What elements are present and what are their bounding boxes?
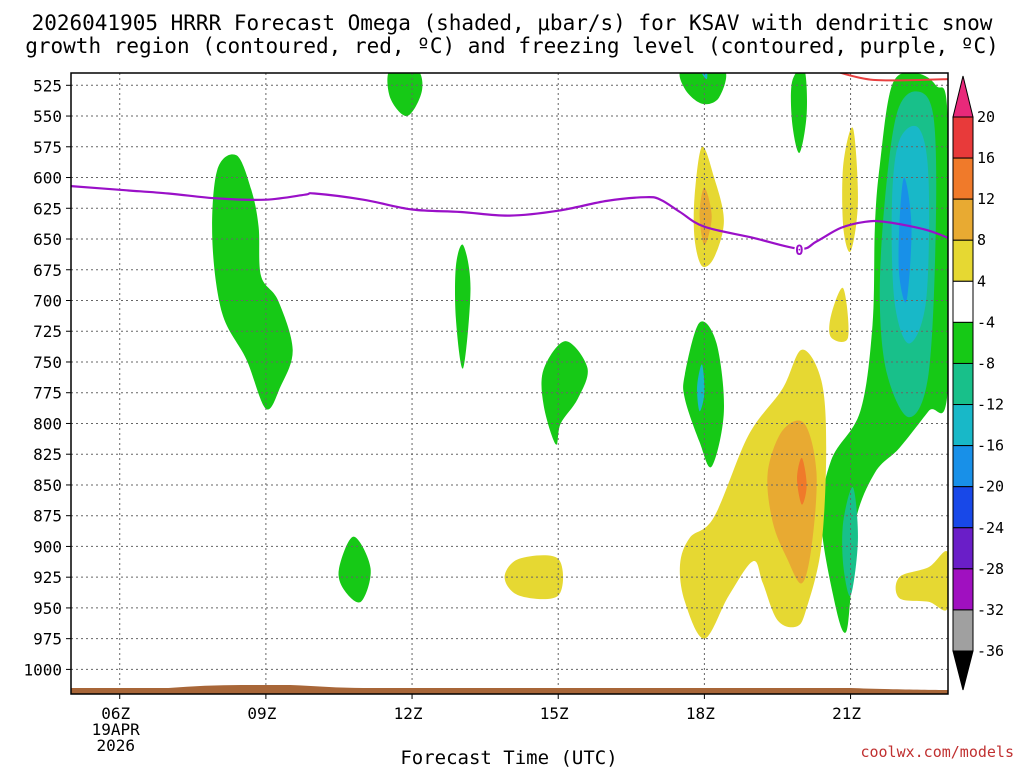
x-tick-label-6-2: 2026	[96, 736, 135, 755]
colorbar-swatch-1	[952, 116, 974, 159]
x-tick-label-18-0: 18Z	[686, 704, 715, 723]
colorbar-swatch-0	[952, 75, 974, 118]
colorbar-label-1: 16	[977, 149, 995, 167]
y-tick-label-800: 800	[33, 414, 62, 433]
colorbar-label-11: -28	[977, 560, 1004, 578]
x-tick-label-21-0: 21Z	[832, 704, 861, 723]
y-tick-label-875: 875	[33, 507, 62, 526]
omega-region-21	[797, 457, 807, 505]
omega-region-22	[504, 555, 564, 600]
colorbar-label-4: 4	[977, 272, 986, 290]
freezing-level-label-bg	[794, 242, 805, 257]
y-tick-label-625: 625	[33, 199, 62, 218]
omega-region-1	[387, 73, 423, 117]
omega-region-13	[697, 364, 705, 412]
omega-region-19	[679, 349, 827, 639]
colorbar-swatch-6	[952, 321, 974, 364]
omega-shading	[212, 73, 948, 639]
x-axis-label: Forecast Time (UTC)	[400, 747, 617, 768]
colorbar-label-7: -12	[977, 396, 1004, 414]
colorbar-swatch-8	[952, 404, 974, 447]
y-tick-label-575: 575	[33, 138, 62, 157]
y-tick-label-775: 775	[33, 384, 62, 403]
colorbar-swatch-14	[952, 650, 974, 691]
dgz-contour-line	[837, 73, 948, 82]
colorbar-swatch-10	[952, 486, 974, 529]
colorbar-swatch-11	[952, 527, 974, 570]
x-tick-label-15-0: 15Z	[540, 704, 569, 723]
omega-region-5	[679, 73, 727, 105]
omega-region-3	[541, 341, 588, 445]
chart-title-line-2: growth region (contoured, red, ºC) and f…	[25, 34, 999, 58]
omega-region-16	[699, 187, 712, 246]
omega-region-0	[212, 154, 293, 410]
y-tick-label-700: 700	[33, 291, 62, 310]
chart-title-line-1: 2026041905 HRRR Forecast Omega (shaded, …	[32, 11, 993, 35]
colorbar-label-5: -4	[977, 313, 995, 331]
colorbar-swatch-2	[952, 157, 974, 200]
colorbar-label-2: 12	[977, 190, 995, 208]
colorbar-swatch-5	[952, 280, 974, 323]
omega-region-20	[767, 420, 817, 584]
colorbar: 20 16 12 8 4 -4 -8 -12 -16 -20 -24 -28 -32 -36	[952, 75, 1004, 691]
x-tick-label-6-0: 06Z	[101, 704, 130, 723]
terrain-fill	[71, 685, 948, 694]
y-tick-label-750: 750	[33, 353, 62, 372]
y-tick-label-950: 950	[33, 599, 62, 618]
colorbar-swatch-4	[952, 239, 974, 282]
colorbar-label-10: -24	[977, 519, 1004, 537]
colorbar-swatch-3	[952, 198, 974, 241]
colorbar-label-12: -32	[977, 601, 1004, 619]
freezing-level-line	[71, 185, 948, 250]
colorbar-label-13: -36	[977, 642, 1004, 660]
grid-lines	[71, 73, 948, 694]
omega-region-12	[842, 487, 858, 597]
y-tick-label-925: 925	[33, 568, 62, 587]
colorbar-swatch-9	[952, 445, 974, 488]
omega-region-17	[842, 127, 858, 253]
x-tick-label-12-0: 12Z	[394, 704, 423, 723]
omega-region-23	[895, 551, 948, 611]
y-tick-label-525: 525	[33, 76, 62, 95]
colorbar-label-0: 20	[977, 108, 995, 126]
y-tick-label-675: 675	[33, 261, 62, 280]
colorbar-label-6: -8	[977, 354, 995, 372]
contours: 0	[71, 73, 948, 259]
y-tick-label-900: 900	[33, 537, 62, 556]
plot-frame	[70, 72, 949, 695]
y-tick-label-1000: 1000	[23, 660, 62, 679]
plot-area: 0	[71, 73, 948, 694]
y-tick-label-850: 850	[33, 476, 62, 495]
y-tick-label-650: 650	[33, 230, 62, 249]
y-tick-label-550: 550	[33, 107, 62, 126]
terrain	[71, 685, 948, 694]
y-tick-label-600: 600	[33, 169, 62, 188]
y-tick-label-975: 975	[33, 630, 62, 649]
omega-region-18	[829, 287, 849, 343]
omega-region-14	[702, 73, 708, 80]
y-tick-label-725: 725	[33, 322, 62, 341]
x-tick-label-9-0: 09Z	[247, 704, 276, 723]
x-tick-label-6-1: 19APR	[92, 720, 141, 739]
omega-region-7	[790, 73, 807, 153]
colorbar-label-3: 8	[977, 231, 986, 249]
colorbar-swatch-12	[952, 568, 974, 611]
freezing-level-label: 0	[795, 243, 803, 259]
colorbar-swatch-7	[952, 362, 974, 406]
omega-region-2	[455, 244, 471, 369]
colorbar-swatch-13	[952, 609, 974, 652]
colorbar-label-8: -16	[977, 437, 1004, 455]
colorbar-label-9: -20	[977, 478, 1004, 496]
omega-region-4	[338, 536, 371, 603]
y-tick-label-825: 825	[33, 445, 62, 464]
credit-text: coolwx.com/models	[860, 743, 1014, 761]
y-axis: 525 550 575 600 625 650 675 700 725 750 775 800 825 8…	[23, 76, 71, 679]
